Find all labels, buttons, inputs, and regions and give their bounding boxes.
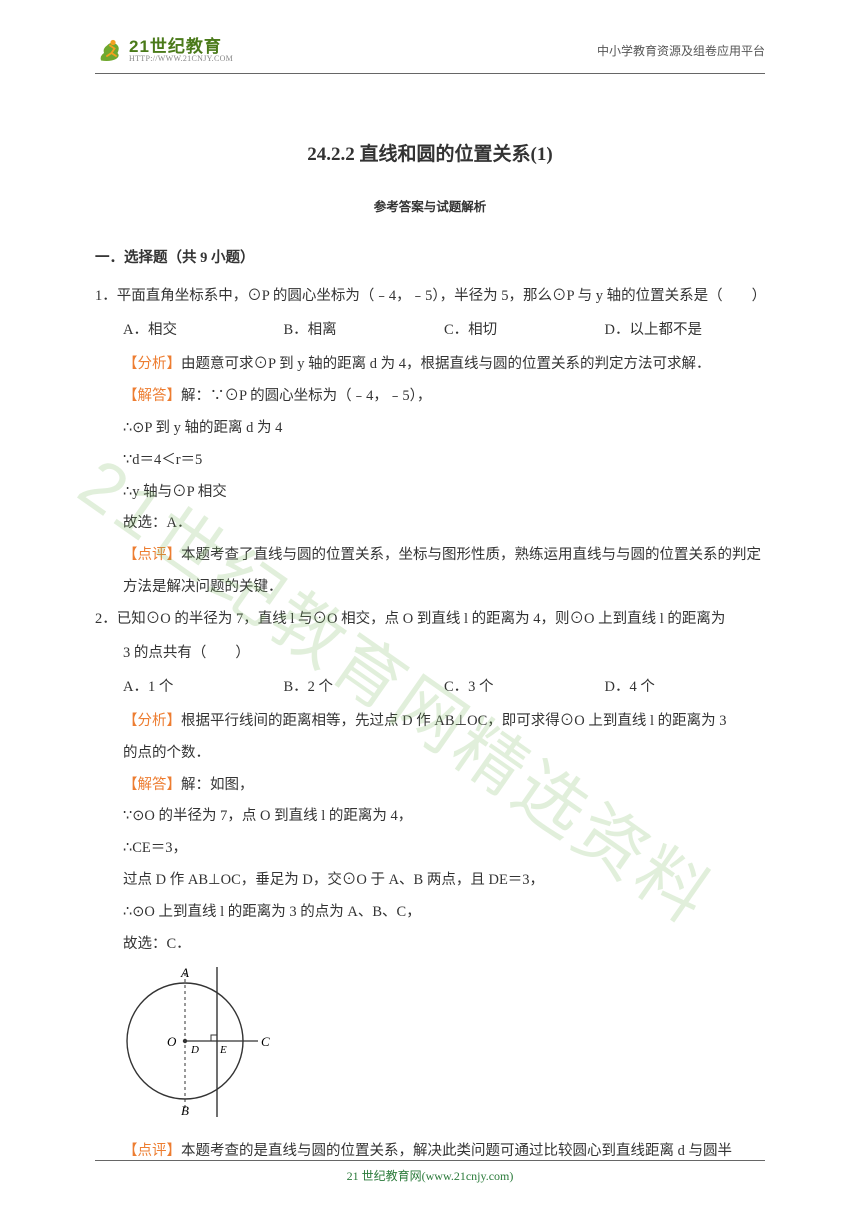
analysis-label: 【分析】 xyxy=(123,356,181,372)
page-subtitle: 参考答案与试题解析 xyxy=(95,194,765,222)
q2-solve-5: ∴⊙O 上到直线 l 的距离为 3 的点为 A、B、C， xyxy=(95,897,765,929)
q1-review: 【点评】本题考查了直线与圆的位置关系，坐标与图形性质，熟练运用直线与与圆的位置关… xyxy=(95,540,765,604)
q2-opt-d: D．4 个 xyxy=(605,672,766,704)
logo-text-sub: HTTP://WWW.21CNJY.COM xyxy=(129,55,233,63)
q1-solve-1: 【解答】解：∵⊙P 的圆心坐标为（﹣4，﹣5）， xyxy=(95,381,765,413)
svg-text:A: A xyxy=(180,967,189,980)
svg-text:D: D xyxy=(190,1044,199,1056)
document-body: 24.2.2 直线和圆的位置关系(1) 参考答案与试题解析 一．选择题（共 9 … xyxy=(0,74,860,1168)
q1-analysis: 【分析】由题意可求⊙P 到 y 轴的距离 d 为 4，根据直线与圆的位置关系的判… xyxy=(95,349,765,381)
review-label: 【点评】 xyxy=(123,547,181,563)
solve-label: 【解答】 xyxy=(123,777,181,793)
q2-analysis-a: 根据平行线间的距离相等，先过点 D 作 AB⊥OC，即可求得⊙O 上到直线 l … xyxy=(181,713,727,729)
svg-text:B: B xyxy=(181,1103,189,1117)
q1-analysis-text: 由题意可求⊙P 到 y 轴的距离 d 为 4，根据直线与圆的位置关系的判定方法可… xyxy=(181,356,711,372)
svg-text:O: O xyxy=(167,1034,177,1049)
q1-s1-text: 解：∵⊙P 的圆心坐标为（﹣4，﹣5）， xyxy=(181,388,431,404)
q2-solve-4: 过点 D 作 AB⊥OC，垂足为 D，交⊙O 于 A、B 两点，且 DE＝3， xyxy=(95,865,765,897)
q2-s1-text: 解：如图， xyxy=(181,777,254,793)
page-header: 21世纪教育 HTTP://WWW.21CNJY.COM 中小学教育资源及组卷应… xyxy=(95,0,765,74)
logo: 21世纪教育 HTTP://WWW.21CNJY.COM xyxy=(95,35,233,65)
q1-review-text: 本题考查了直线与圆的位置关系，坐标与图形性质，熟练运用直线与与圆的位置关系的判定… xyxy=(123,547,761,595)
q2-analysis: 【分析】根据平行线间的距离相等，先过点 D 作 AB⊥OC，即可求得⊙O 上到直… xyxy=(95,706,765,738)
q1-opt-a: A．相交 xyxy=(123,315,284,347)
q2-solve-2: ∵⊙O 的半径为 7，点 O 到直线 l 的距离为 4， xyxy=(95,801,765,833)
q2-opt-c: C．3 个 xyxy=(444,672,605,704)
solve-label: 【解答】 xyxy=(123,388,181,404)
q2-opt-a: A．1 个 xyxy=(123,672,284,704)
q2-solve-6: 故选：C． xyxy=(95,929,765,961)
q1-options: A．相交 B．相离 C．相切 D．以上都不是 xyxy=(95,315,765,347)
logo-runner-icon xyxy=(95,35,125,65)
page-footer: 21 世纪教育网(www.21cnjy.com) xyxy=(95,1160,765,1184)
analysis-label: 【分析】 xyxy=(123,713,181,729)
q2-stem-a: 2．已知⊙O 的半径为 7，直线 l 与⊙O 相交，点 O 到直线 l 的距离为… xyxy=(95,604,765,636)
svg-text:E: E xyxy=(219,1044,227,1056)
footer-url: (www.21cnjy.com) xyxy=(422,1169,514,1183)
q1-solve-4: ∴y 轴与⊙P 相交 xyxy=(95,477,765,509)
q1-solve-2: ∴⊙P 到 y 轴的距离 d 为 4 xyxy=(95,413,765,445)
q1-stem: 1．平面直角坐标系中，⊙P 的圆心坐标为（﹣4，﹣5），半径为 5，那么⊙P 与… xyxy=(95,281,765,313)
svg-text:C: C xyxy=(261,1034,270,1049)
review-label: 【点评】 xyxy=(123,1143,181,1159)
q2-options: A．1 个 B．2 个 C．3 个 D．4 个 xyxy=(95,672,765,704)
q1-opt-b: B．相离 xyxy=(284,315,445,347)
q1-solve-3: ∵d＝4＜r＝5 xyxy=(95,445,765,477)
footer-brand: 21 世纪教育网 xyxy=(347,1169,422,1183)
q1-solve-5: 故选：A． xyxy=(95,508,765,540)
q2-review-text: 本题考查的是直线与圆的位置关系，解决此类问题可通过比较圆心到直线距离 d 与圆半 xyxy=(181,1143,732,1159)
q1-opt-d: D．以上都不是 xyxy=(605,315,766,347)
q2-figure: A B O D E C xyxy=(123,967,765,1130)
q2-solve-1: 【解答】解：如图， xyxy=(95,770,765,802)
section-heading: 一．选择题（共 9 小题） xyxy=(95,243,765,275)
q2-opt-b: B．2 个 xyxy=(284,672,445,704)
q2-solve-3: ∴CE＝3， xyxy=(95,833,765,865)
q1-opt-c: C．相切 xyxy=(444,315,605,347)
q2-stem-b: 3 的点共有（ ） xyxy=(95,638,765,670)
page-title: 24.2.2 直线和圆的位置关系(1) xyxy=(95,134,765,176)
q2-analysis-b: 的点的个数． xyxy=(95,738,765,770)
logo-text-main: 21世纪教育 xyxy=(129,38,233,55)
header-right-text: 中小学教育资源及组卷应用平台 xyxy=(597,42,765,59)
